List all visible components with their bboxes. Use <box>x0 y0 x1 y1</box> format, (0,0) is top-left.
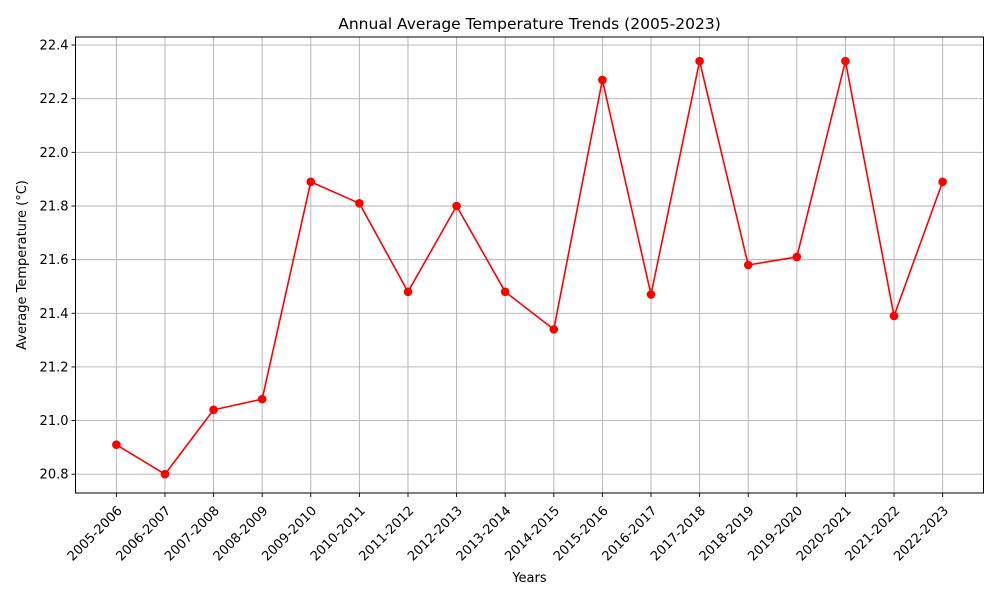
grid <box>75 37 984 493</box>
data-point <box>500 287 510 297</box>
data-point <box>403 287 413 297</box>
y-axis: 20.8 21.0 21.2 21.4 21.6 21.8 22.0 22.2 22.4 <box>40 39 76 483</box>
y-tick-label: 22.4 <box>40 39 69 54</box>
data-point <box>598 75 607 85</box>
data-point <box>792 252 802 262</box>
data-point <box>646 290 656 299</box>
data-point <box>160 469 170 479</box>
y-tick-label: 21.0 <box>40 414 69 429</box>
series-average-temperature <box>112 56 947 479</box>
y-tick-label: 22.0 <box>40 146 69 161</box>
data-point <box>889 311 899 321</box>
data-point <box>209 405 218 415</box>
y-tick-label: 21.2 <box>40 360 69 375</box>
data-point <box>695 56 704 66</box>
x-axis-label: Years <box>511 571 547 586</box>
data-point <box>306 177 316 187</box>
data-point <box>938 177 947 187</box>
data-point <box>257 394 267 404</box>
chart-title: Annual Average Temperature Trends (2005-… <box>338 15 721 33</box>
data-point <box>743 260 753 270</box>
y-tick-label: 20.8 <box>40 468 69 483</box>
data-point <box>549 325 559 334</box>
plot-frame <box>75 36 984 494</box>
y-tick-label: 21.4 <box>40 307 69 322</box>
series-line <box>115 60 944 476</box>
data-point <box>355 199 364 208</box>
x-axis: 2005-20062006-20072007-20082008-20092009… <box>65 493 952 564</box>
y-tick-label: 21.6 <box>40 253 69 268</box>
data-point <box>841 56 850 66</box>
data-point <box>112 440 121 450</box>
data-point <box>452 201 461 211</box>
y-tick-label: 21.8 <box>40 199 69 214</box>
y-axis-label: Average Temperature (°C) <box>15 180 30 350</box>
y-tick-label: 22.2 <box>40 92 69 107</box>
